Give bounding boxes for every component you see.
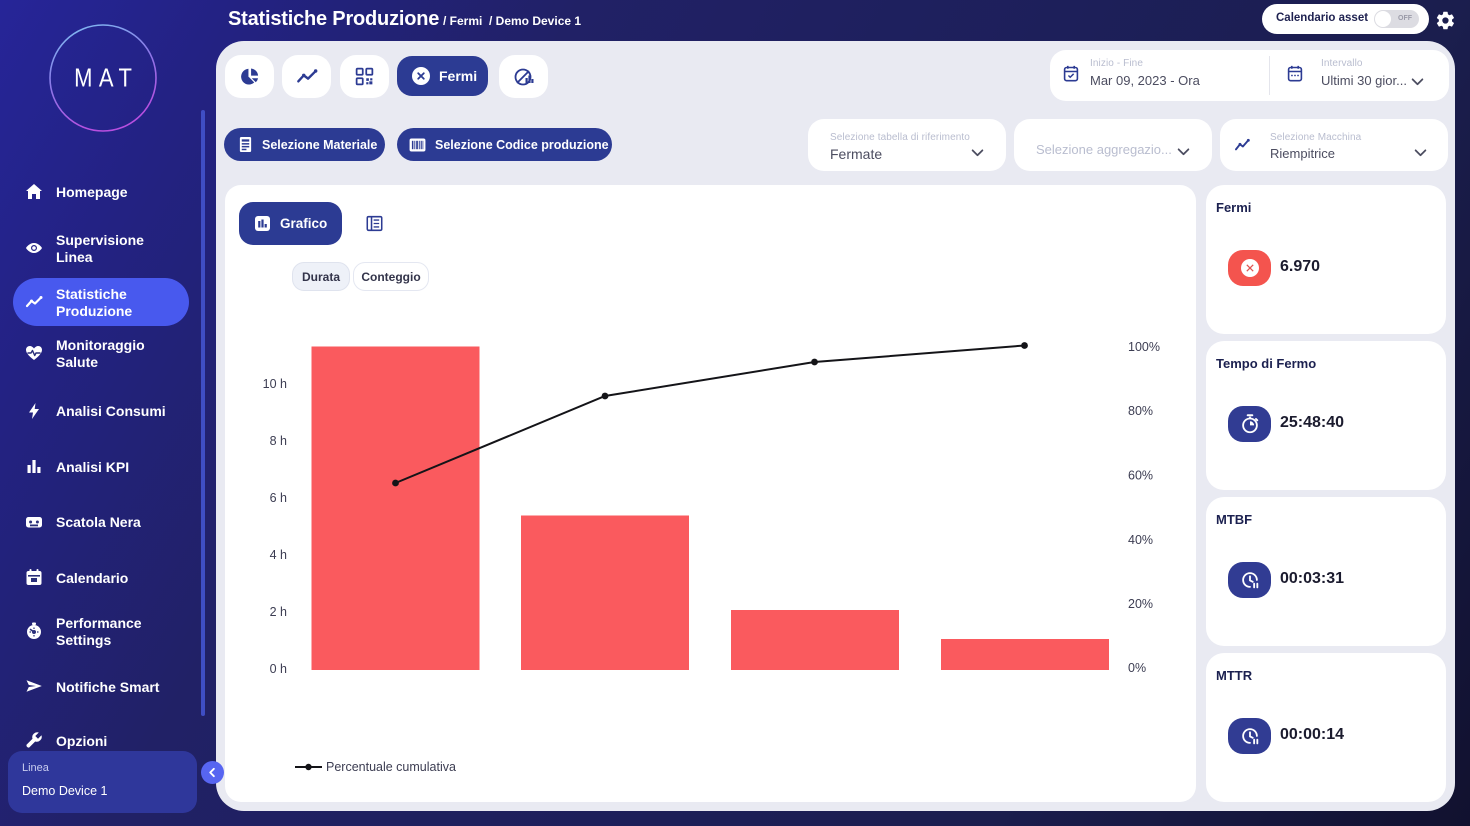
svg-text:Percentuale cumulativa: Percentuale cumulativa: [326, 760, 456, 774]
svg-text:8 h: 8 h: [270, 434, 287, 448]
svg-text:4 h: 4 h: [270, 548, 287, 562]
svg-text:2 h: 2 h: [270, 605, 287, 619]
svg-text:10 h: 10 h: [263, 377, 287, 391]
svg-text:0%: 0%: [1128, 661, 1146, 675]
svg-text:0 h: 0 h: [270, 662, 287, 676]
svg-text:80%: 80%: [1128, 404, 1153, 418]
svg-text:100%: 100%: [1128, 340, 1160, 354]
svg-text:60%: 60%: [1128, 469, 1153, 483]
svg-text:6 h: 6 h: [270, 491, 287, 505]
svg-text:20%: 20%: [1128, 597, 1153, 611]
svg-text:40%: 40%: [1128, 533, 1153, 547]
